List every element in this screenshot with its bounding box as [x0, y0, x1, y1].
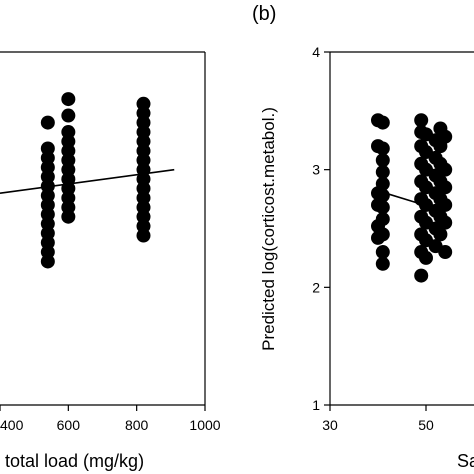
panel-b-y-ticks: 1 2 3 4 [312, 44, 330, 413]
panel-b-x-ticks: 30 50 [322, 405, 434, 433]
panel-a-x-ticks: 400 600 800 1000 [0, 405, 221, 433]
data-point [419, 250, 433, 265]
data-point [61, 108, 76, 123]
data-point [375, 141, 390, 156]
panel-b-x-axis-label: Sa [457, 451, 474, 471]
data-point [375, 245, 390, 260]
panel-b-y-axis-label: Predicted log(corticost.metabol.) [259, 107, 278, 351]
data-point [136, 96, 151, 111]
panel-b-y-tick-label: 2 [312, 279, 320, 295]
panel-b-y-tick-label: 1 [312, 397, 320, 413]
data-point [61, 92, 76, 107]
panel-b-points [371, 113, 453, 283]
data-point [375, 227, 390, 242]
data-point [375, 200, 390, 215]
data-point [438, 215, 453, 230]
data-point [40, 141, 55, 156]
panel-b-y-tick-label: 4 [312, 44, 320, 60]
data-point [375, 212, 390, 227]
data-point [375, 176, 390, 191]
data-point [438, 129, 453, 144]
data-point [438, 245, 453, 260]
data-point [438, 197, 453, 212]
data-point [40, 115, 55, 130]
panel-a-x-tick-label: 400 [0, 417, 24, 433]
data-point [438, 162, 453, 177]
panel-b-y-tick-label: 3 [312, 162, 320, 178]
data-point [375, 165, 390, 180]
data-point [61, 125, 76, 140]
panel-a-x-tick-label: 800 [125, 417, 149, 433]
data-point [433, 227, 448, 242]
data-point [375, 188, 390, 203]
data-point [414, 268, 429, 283]
data-point [375, 115, 390, 130]
panel-b-x-tick-label: 50 [418, 417, 434, 433]
data-point [414, 113, 429, 128]
panel-a-x-tick-label: 1000 [189, 417, 220, 433]
panel-a-x-tick-label: 600 [57, 417, 81, 433]
panel-a-x-axis-label: total load (mg/kg) [5, 451, 144, 471]
panel-b-label: (b) [252, 3, 276, 25]
panel-b: (b) 1 2 3 4 30 50 Predicted log(corticost.me… [252, 3, 474, 471]
data-point [438, 180, 453, 195]
panel-a: 400 600 800 1000 total load (mg/kg) [0, 51, 221, 471]
panel-b-x-tick-label: 30 [322, 417, 338, 433]
data-point [375, 153, 390, 168]
panel-a-points [40, 92, 151, 269]
data-point [375, 256, 390, 271]
